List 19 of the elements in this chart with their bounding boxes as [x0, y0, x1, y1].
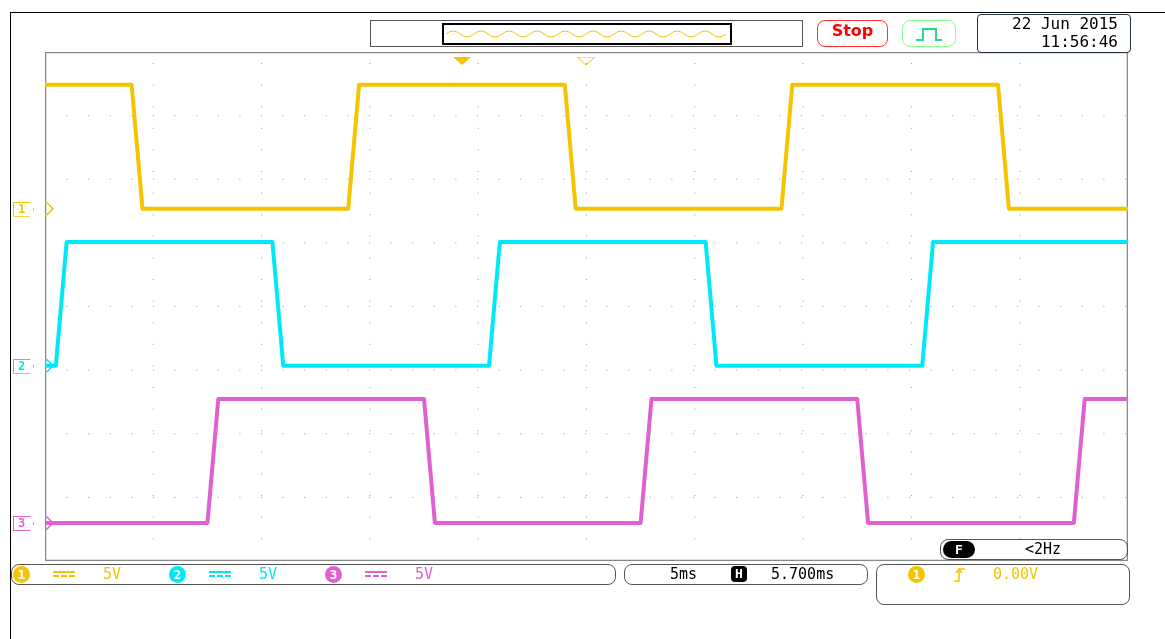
text: 5V: [103, 565, 122, 583]
text: 5.700ms: [771, 565, 835, 583]
text: 3: [18, 515, 26, 530]
legend-label: 1: [13, 201, 35, 217]
text: H: [731, 566, 747, 582]
annotation: F: [943, 541, 975, 558]
text: 1: [17, 567, 26, 582]
text: 22 Jun 2015: [1011, 14, 1118, 33]
annotation: <2Hz: [1025, 540, 1062, 558]
text: Stop: [830, 21, 875, 40]
text: 5V: [259, 565, 278, 583]
legend-label: 3: [325, 566, 342, 583]
text: 11:56:46: [1039, 32, 1118, 51]
text: 0.00V: [993, 565, 1039, 583]
text: 5ms: [670, 565, 698, 583]
text: 2: [18, 358, 26, 373]
legend-label: 2: [169, 566, 186, 583]
text: 5V: [415, 565, 434, 583]
text: 1: [912, 567, 921, 582]
